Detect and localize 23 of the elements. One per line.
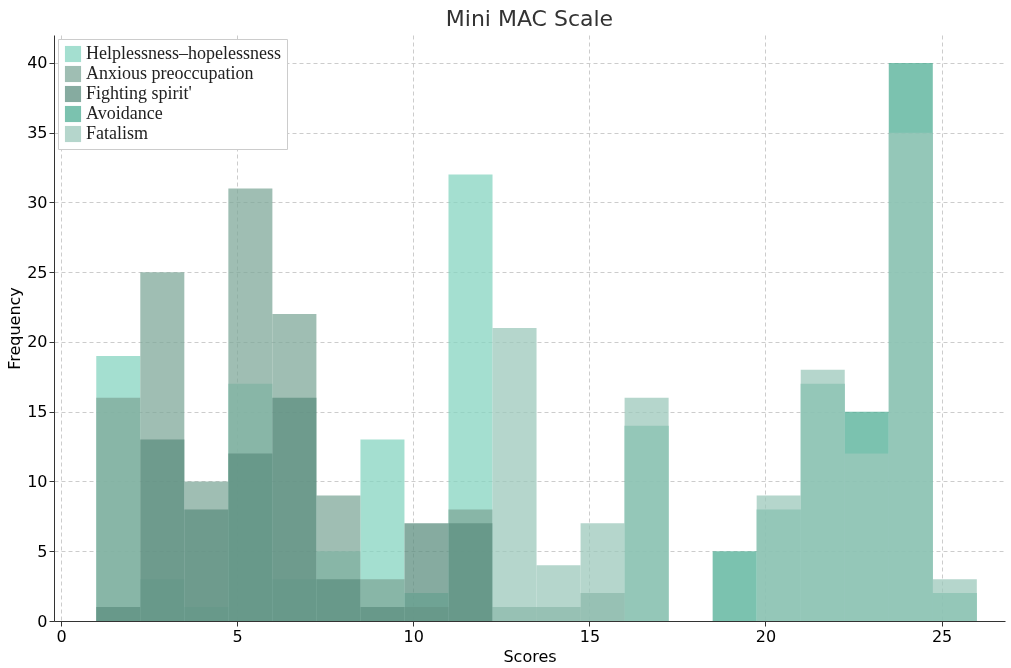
- legend-label: Fighting spirit': [86, 83, 192, 103]
- x-tick-label: 15: [579, 626, 601, 646]
- y-tick-label: 20: [27, 332, 48, 352]
- x-tick-label: 10: [403, 626, 424, 646]
- y-tick-label: 10: [27, 471, 48, 491]
- chart-title: Mini MAC Scale: [445, 6, 614, 31]
- x-tick-label: 0: [56, 626, 67, 646]
- y-tick-label: 25: [27, 262, 48, 282]
- legend-label: Anxious preoccupation: [86, 63, 254, 83]
- y-tick-label: 35: [27, 123, 48, 143]
- y-axis-title: Frequency: [5, 287, 25, 370]
- y-tick-label: 5: [37, 541, 48, 561]
- x-tick-label: 20: [755, 626, 777, 646]
- y-tick-label: 40: [27, 53, 48, 73]
- x-tick-label: 25: [931, 626, 953, 646]
- x-axis-title: Scores: [503, 646, 557, 666]
- legend-label: Avoidance: [86, 103, 163, 123]
- legend-label: Fatalism: [86, 123, 148, 143]
- legend-label: Helplessness–hopelessness: [86, 43, 281, 63]
- x-tick-label: 5: [232, 626, 243, 646]
- y-tick-label: 0: [37, 611, 48, 631]
- y-tick-label: 15: [27, 402, 48, 422]
- y-tick-label: 30: [27, 192, 48, 212]
